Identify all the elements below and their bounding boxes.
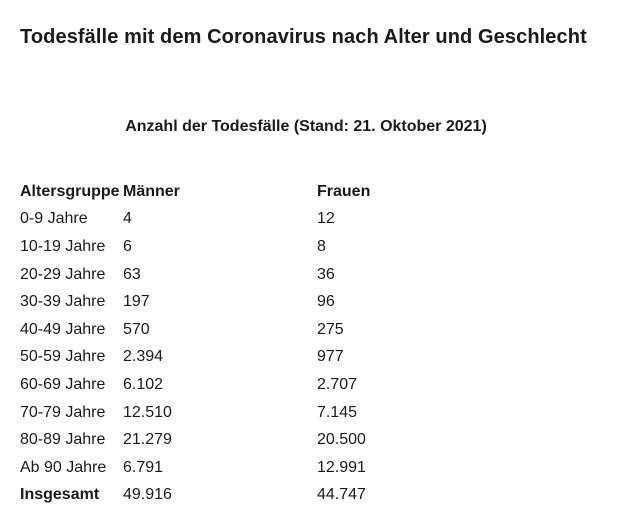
table-header-row: Altersgruppe Männer Frauen [20, 178, 437, 206]
women-cell: 7.145 [317, 403, 358, 421]
age-group-cell: 10-19 Jahre [20, 237, 106, 255]
men-cell: 6 [123, 237, 132, 255]
total-women: 44.747 [317, 486, 366, 504]
men-cell: 63 [123, 265, 141, 283]
men-cell: 6.102 [123, 375, 164, 393]
table-row: 20-29 Jahre 63 36 [20, 261, 437, 289]
age-group-cell: 70-79 Jahre [20, 403, 106, 421]
age-group-cell: 60-69 Jahre [20, 375, 106, 393]
age-group-cell: Ab 90 Jahre [20, 458, 107, 476]
age-group-cell: 30-39 Jahre [20, 293, 106, 311]
table-row: 40-49 Jahre 570 275 [20, 316, 437, 344]
women-cell: 20.500 [317, 431, 366, 449]
men-cell: 2.394 [123, 348, 164, 366]
age-group-cell: 40-49 Jahre [20, 320, 106, 338]
age-group-cell: 0-9 Jahre [20, 210, 88, 228]
header-age-group: Altersgruppe [20, 182, 120, 200]
header-men: Männer [123, 182, 180, 200]
table-caption: Anzahl der Todesfälle (Stand: 21. Oktobe… [125, 118, 487, 135]
women-cell: 275 [317, 320, 344, 338]
table-row: Ab 90 Jahre 6.791 12.991 [20, 454, 437, 482]
women-cell: 8 [317, 237, 326, 255]
women-cell: 2.707 [317, 375, 358, 393]
age-group-cell: 20-29 Jahre [20, 265, 106, 283]
age-group-cell: 50-59 Jahre [20, 348, 106, 366]
women-cell: 36 [317, 265, 335, 283]
page-title: Todesfälle mit dem Coronavirus nach Alte… [20, 26, 587, 48]
women-cell: 12 [317, 210, 335, 228]
table-row: 0-9 Jahre 4 12 [20, 206, 437, 234]
men-cell: 197 [123, 293, 150, 311]
table-total-row: Insgesamt 49.916 44.747 [20, 482, 437, 510]
age-group-cell: 80-89 Jahre [20, 431, 106, 449]
table-row: 30-39 Jahre 197 96 [20, 288, 437, 316]
table-row: 50-59 Jahre 2.394 977 [20, 344, 437, 372]
table-row: 80-89 Jahre 21.279 20.500 [20, 426, 437, 454]
table-row: 70-79 Jahre 12.510 7.145 [20, 399, 437, 427]
table-row: 60-69 Jahre 6.102 2.707 [20, 371, 437, 399]
men-cell: 21.279 [123, 431, 172, 449]
men-cell: 6.791 [123, 458, 164, 476]
women-cell: 977 [317, 348, 344, 366]
men-cell: 12.510 [123, 403, 172, 421]
women-cell: 96 [317, 293, 335, 311]
header-women: Frauen [317, 182, 371, 200]
deaths-table: Altersgruppe Männer Frauen 0-9 Jahre 4 1… [20, 178, 437, 509]
women-cell: 12.991 [317, 458, 366, 476]
total-men: 49.916 [123, 486, 172, 504]
table-row: 10-19 Jahre 6 8 [20, 233, 437, 261]
men-cell: 570 [123, 320, 150, 338]
men-cell: 4 [123, 210, 132, 228]
total-label: Insgesamt [20, 486, 100, 504]
